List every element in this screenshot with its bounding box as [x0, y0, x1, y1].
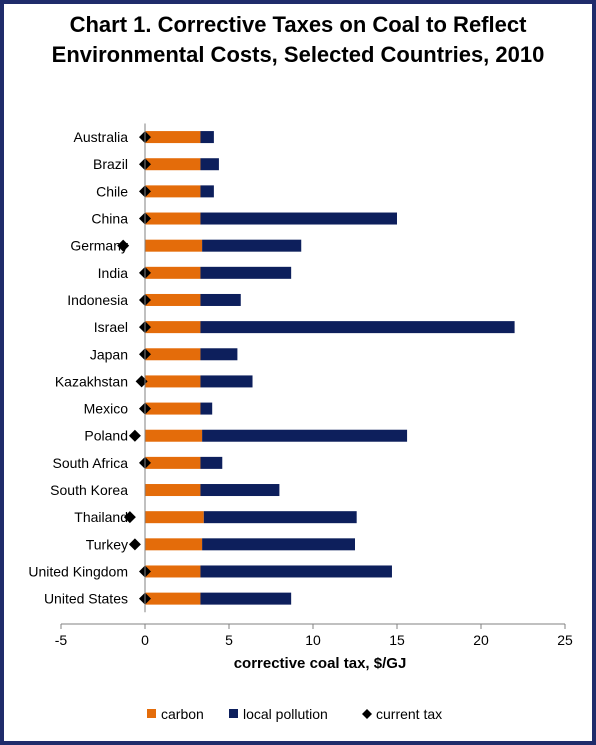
- x-tick-label: 25: [557, 632, 573, 648]
- category-label-poland: Poland: [84, 428, 128, 444]
- bar-local-pollution-turkey: [202, 538, 355, 551]
- category-label-indonesia: Indonesia: [67, 292, 128, 308]
- bar-local-pollution-china: [200, 212, 397, 225]
- category-label-south-korea: South Korea: [50, 482, 128, 498]
- bar-local-pollution-indonesia: [200, 293, 241, 306]
- legend-label-carbon: carbon: [161, 706, 204, 722]
- category-label-australia: Australia: [74, 129, 129, 145]
- bar-local-pollution-south-africa: [200, 456, 223, 469]
- bar-carbon-south-africa: [145, 456, 201, 469]
- bar-carbon-chile: [145, 185, 201, 198]
- category-label-brazil: Brazil: [93, 156, 128, 172]
- chart-title: Chart 1. Corrective Taxes on Coal to Ref…: [4, 10, 592, 70]
- x-tick-label: 20: [473, 632, 489, 648]
- bar-local-pollution-thailand: [203, 511, 357, 524]
- bar-carbon-turkey: [145, 538, 203, 551]
- bar-local-pollution-australia: [200, 131, 214, 144]
- category-label-mexico: Mexico: [84, 401, 129, 417]
- x-tick-label: -5: [55, 632, 68, 648]
- x-axis-label: corrective coal tax, $/GJ: [234, 655, 407, 672]
- x-tick-label: 10: [305, 632, 321, 648]
- bar-carbon-south-korea: [145, 484, 201, 497]
- bar-carbon-poland: [145, 429, 203, 442]
- markers-layer: [117, 131, 151, 605]
- bar-carbon-israel: [145, 321, 201, 334]
- bar-carbon-germany: [145, 239, 203, 252]
- bar-carbon-kazakhstan: [145, 375, 201, 388]
- bar-local-pollution-germany: [202, 239, 302, 252]
- marker-current-tax-turkey: [128, 538, 141, 551]
- category-label-kazakhstan: Kazakhstan: [55, 373, 128, 389]
- bar-local-pollution-japan: [200, 348, 238, 361]
- bar-carbon-china: [145, 212, 201, 225]
- category-label-japan: Japan: [90, 346, 128, 362]
- category-label-united-kingdom: United Kingdom: [28, 563, 128, 579]
- category-label-thailand: Thailand: [74, 509, 128, 525]
- legend-swatch-carbon: [147, 709, 156, 718]
- bar-local-pollution-south-korea: [200, 484, 280, 497]
- category-label-india: India: [98, 265, 129, 281]
- legend-label-local-pollution: local pollution: [243, 706, 328, 722]
- x-tick-label: 0: [141, 632, 149, 648]
- category-label-turkey: Turkey: [86, 536, 128, 552]
- bar-local-pollution-united-kingdom: [200, 565, 392, 578]
- chart-title-line-1: Chart 1. Corrective Taxes on Coal to Ref…: [69, 12, 527, 37]
- bar-carbon-brazil: [145, 158, 201, 171]
- category-labels: Australia Brazil Chile China Germany India Ind…: [28, 129, 128, 607]
- category-label-south-africa: South Africa: [53, 455, 129, 471]
- category-label-china: China: [91, 211, 128, 227]
- bar-local-pollution-india: [200, 266, 292, 279]
- bar-local-pollution-mexico: [200, 402, 213, 415]
- x-axis: -5 0 5 10 15 20 25: [55, 123, 573, 648]
- legend-swatch-current-tax: [362, 709, 372, 719]
- bar-carbon-mexico: [145, 402, 201, 415]
- category-label-israel: Israel: [94, 319, 128, 335]
- marker-current-tax-poland: [128, 429, 141, 442]
- category-label-chile: Chile: [96, 183, 128, 199]
- x-tick-label: 15: [389, 632, 405, 648]
- bar-local-pollution-united-states: [200, 592, 292, 605]
- bar-carbon-australia: [145, 131, 201, 144]
- bars-layer: [145, 131, 515, 605]
- category-label-germany: Germany: [70, 238, 128, 254]
- bar-local-pollution-poland: [202, 429, 408, 442]
- chart-title-line-2: Environmental Costs, Selected Countries,…: [51, 42, 545, 67]
- marker-current-tax-thailand: [123, 511, 136, 524]
- legend-swatch-local-pollution: [229, 709, 238, 718]
- bar-carbon-indonesia: [145, 293, 201, 306]
- bar-local-pollution-brazil: [200, 158, 219, 171]
- marker-current-tax-germany: [117, 239, 130, 252]
- bar-carbon-japan: [145, 348, 201, 361]
- bar-local-pollution-chile: [200, 185, 214, 198]
- bar-carbon-united-kingdom: [145, 565, 201, 578]
- legend-label-current-tax: current tax: [376, 706, 442, 722]
- x-tick-label: 5: [225, 632, 233, 648]
- bar-carbon-thailand: [145, 511, 204, 524]
- bar-carbon-india: [145, 266, 201, 279]
- bar-carbon-united-states: [145, 592, 201, 605]
- category-label-united-states: United States: [44, 591, 128, 607]
- bar-local-pollution-kazakhstan: [200, 375, 253, 388]
- legend: carbon local pollution current tax: [147, 706, 442, 722]
- bar-local-pollution-israel: [200, 321, 515, 334]
